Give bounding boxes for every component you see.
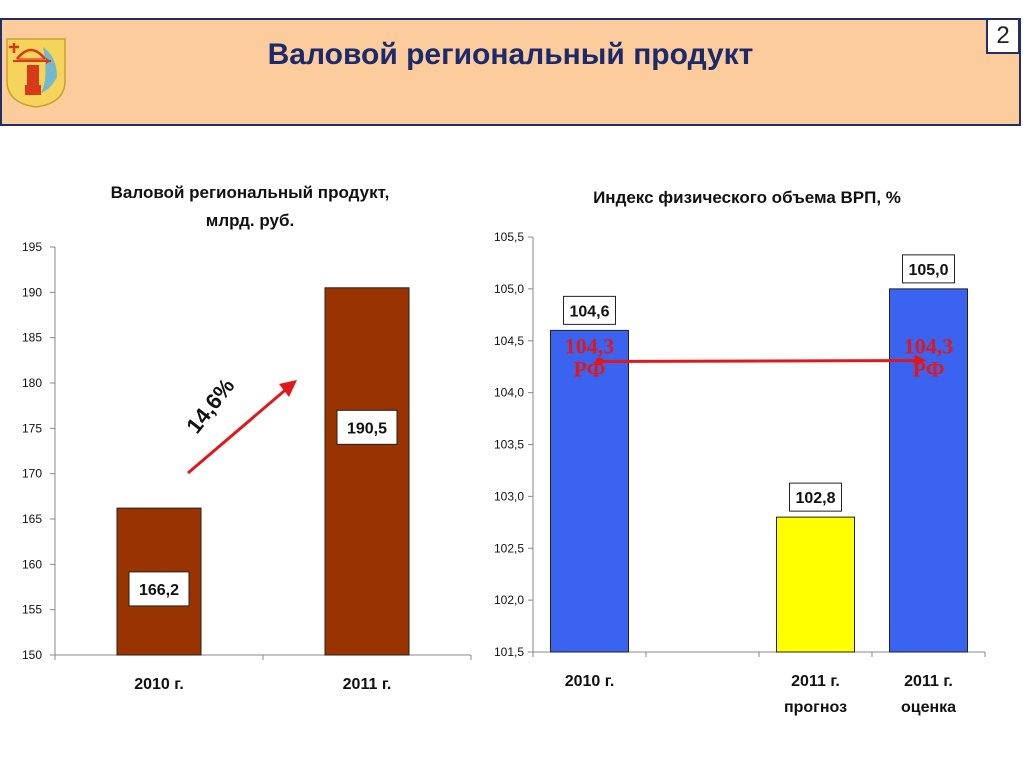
y-tick-label: 105,5 [494,230,524,244]
kirov-coat-of-arms-icon [5,37,67,109]
y-tick-label: 195 [22,240,42,254]
category-label-4-line-1: 2011 г. [904,673,953,690]
bar-1 [550,329,629,653]
data-label-box-1 [563,295,616,325]
growth-annotation: 14,6% [181,374,239,439]
y-tick-label: 160 [22,557,42,571]
bar-4 [889,288,968,653]
y-tick-label: 190 [22,285,42,299]
data-label-1: 166,2 [139,582,179,599]
y-tick-label: 150 [22,648,42,662]
reference-line [599,359,919,363]
data-label-3: 102,8 [795,490,835,507]
y-tick-label: 105,0 [494,282,524,296]
y-tick-label: 103,5 [494,438,524,452]
y-tick-label: 155 [22,603,42,617]
y-tick-label: 180 [22,376,42,390]
y-tick-label: 104,5 [494,334,524,348]
data-label-box-3 [789,482,842,512]
bar-2 [324,287,410,656]
data-label-4: 105,0 [908,262,948,279]
growth-arrow [187,384,291,475]
y-tick-label: 104,0 [494,386,524,400]
y-tick-label: 103,0 [494,489,524,503]
y-tick-label: 165 [22,512,42,526]
reference-line-start [595,357,604,366]
category-label-4-line-2: оценка [901,699,956,716]
data-label-box-1 [128,571,190,607]
reference-label-2-line-1: 104,3 [904,334,954,359]
reference-label-2-line-2: РФ [913,357,945,382]
y-tick-label: 102,5 [494,541,524,555]
y-tick-label: 102,0 [494,593,524,607]
data-label-box-4 [902,254,955,284]
bar-3 [776,516,855,653]
page-number: 2 [986,18,1020,54]
y-tick-label: 101,5 [494,645,524,659]
category-label-3-line-2: прогноз [784,699,847,716]
data-label-box-2 [336,409,398,445]
y-tick-label: 185 [22,331,42,345]
grp-index-bar-chart: Индекс физического объема ВРП, % 101,5 10… [494,188,986,716]
y-tick-label: 175 [22,421,42,435]
category-label-3-line-1: 2011 г. [791,673,840,690]
data-label-1: 104,6 [569,303,609,320]
left-chart-title-line-2: млрд. руб. [206,211,294,230]
category-label-2: 2011 г. [343,676,392,693]
grp-bar-chart: Валовой региональный продукт, млрд. руб.… [22,183,472,693]
right-chart-title: Индекс физического объема ВРП, % [593,188,901,207]
growth-arrow-head [279,380,297,397]
y-tick-label: 170 [22,467,42,481]
header-banner [0,18,1021,126]
category-label-1-line-1: 2010 г. [565,673,615,690]
data-label-2: 190,5 [347,420,387,437]
reference-line-arrowhead [914,354,927,367]
reference-label-1-line-2: РФ [574,357,606,382]
reference-label-1-line-1: 104,3 [565,334,615,359]
left-chart-title-line-1: Валовой региональный продукт, [111,183,390,202]
page-title: Валовой региональный продукт [267,38,754,71]
category-label-1: 2010 г. [134,676,184,693]
